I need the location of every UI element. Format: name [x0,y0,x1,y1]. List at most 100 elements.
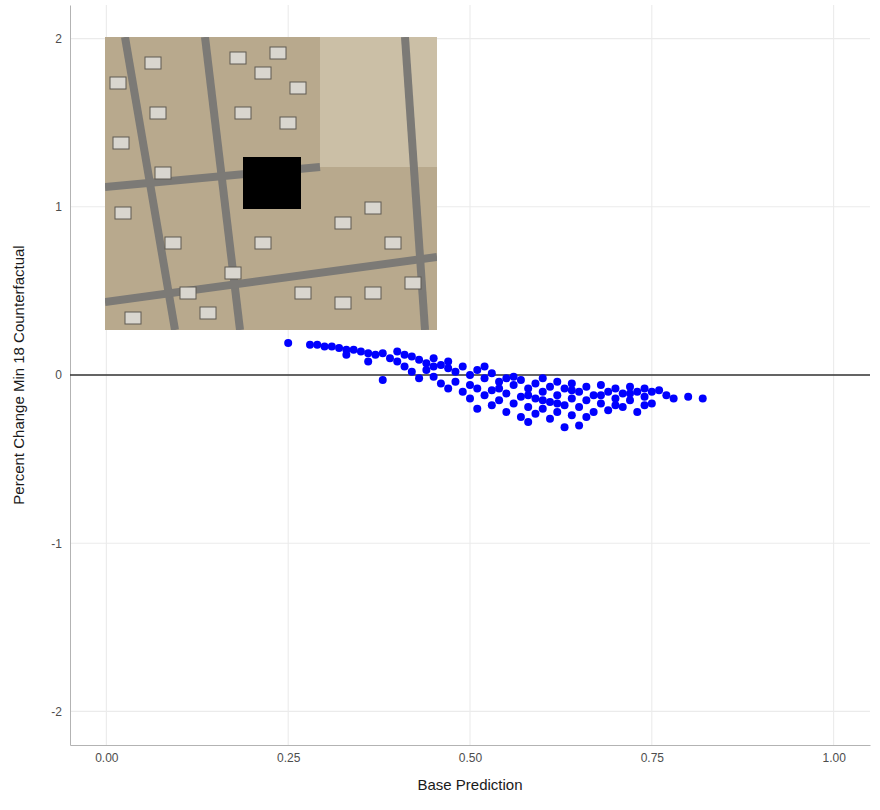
point [451,378,459,386]
tick-label: 2 [55,32,62,46]
point [364,349,372,357]
point [401,363,409,371]
point [415,356,423,364]
y-axis: -2 -1 0 1 2 [51,6,70,746]
inset-house [335,297,351,309]
point [408,368,416,376]
point [430,363,438,371]
point [306,341,314,349]
inset-house [335,217,351,229]
point [524,403,532,411]
inset-house [405,277,421,289]
point [510,400,518,408]
point [568,395,576,403]
point [510,381,518,389]
tick-label: 1 [55,200,62,214]
point [546,398,554,406]
point [641,384,649,392]
point [641,401,649,409]
point [611,384,619,392]
tick: 1.00 [822,745,846,765]
point [473,405,481,413]
plot-area: 0.000.250.500.751.00-2-1012 [51,5,870,765]
grid [70,5,870,745]
point [524,418,532,426]
point [437,361,445,369]
inset-house [280,117,296,129]
inset-road [105,257,437,302]
point [531,395,539,403]
point [379,349,387,357]
grid-line [70,711,870,712]
point [539,396,547,404]
point [444,358,452,366]
point [699,395,707,403]
tick-label: 0.00 [95,751,119,765]
point [604,388,612,396]
inset-house [365,287,381,299]
point [502,390,510,398]
point [451,368,459,376]
point [328,342,336,350]
point [546,415,554,423]
point [517,393,525,401]
inset-house [180,287,196,299]
x-axis: 0.000.250.500.751.00 [71,745,871,765]
point [597,381,605,389]
inset-house [255,237,271,249]
tick: 0.25 [277,745,301,765]
inset-house [165,237,181,249]
point [379,376,387,384]
point [611,401,619,409]
point [590,391,598,399]
point [466,395,474,403]
point [539,374,547,382]
point [408,353,416,361]
inset-field [320,37,437,167]
point [561,384,569,392]
point [568,386,576,394]
point [430,354,438,362]
point [517,413,525,421]
inset-content [105,37,437,330]
point [437,379,445,387]
point [488,386,496,394]
point [575,403,583,411]
point [481,374,489,382]
tick-label: 0.25 [277,751,301,765]
inset-house [200,307,216,319]
tick-label: -1 [51,537,62,551]
inset-image [105,37,437,330]
inset-house [150,107,166,119]
inset-house [290,82,306,94]
point [357,347,365,355]
tick-label: 0 [55,368,62,382]
x-axis-title: Base Prediction [417,776,522,793]
point [539,405,547,413]
inset-house [225,267,241,279]
point [553,378,561,386]
inset-house [155,167,171,179]
tick: -2 [51,705,70,719]
grid-line [70,543,870,544]
inset-house [235,107,251,119]
point [531,379,539,387]
point [561,401,569,409]
point [590,408,598,416]
point [648,388,656,396]
point [655,386,663,394]
point [488,369,496,377]
point [604,406,612,414]
point [633,388,641,396]
point [386,354,394,362]
point [466,371,474,379]
point [648,400,656,408]
point [415,374,423,382]
point [430,373,438,381]
tick-label: 0.50 [459,751,483,765]
point [364,358,372,366]
point [495,384,503,392]
point [531,410,539,418]
point [597,391,605,399]
inset-house [145,57,161,69]
